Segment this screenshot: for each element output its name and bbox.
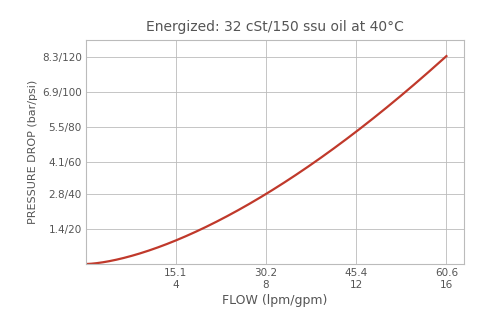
Title: Energized: 32 cSt/150 ssu oil at 40°C: Energized: 32 cSt/150 ssu oil at 40°C bbox=[146, 20, 404, 34]
X-axis label: FLOW (lpm/gpm): FLOW (lpm/gpm) bbox=[222, 294, 327, 307]
Y-axis label: PRESSURE DROP (bar/psi): PRESSURE DROP (bar/psi) bbox=[28, 80, 38, 224]
